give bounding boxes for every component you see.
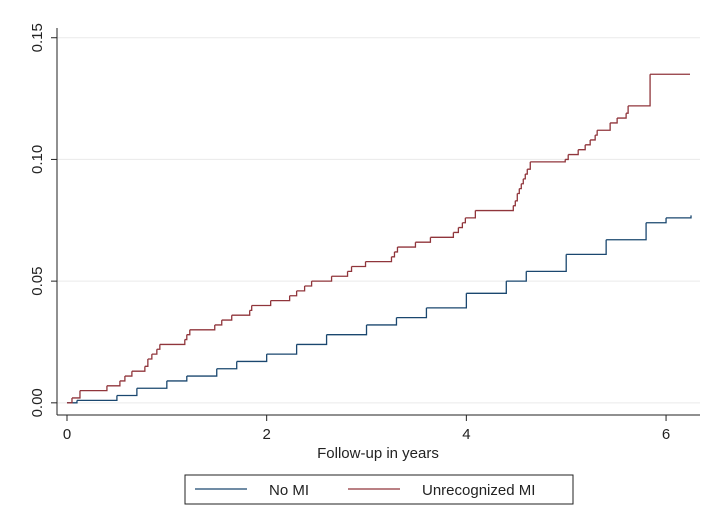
- step-segment: [347, 266, 353, 273]
- step-segment: [106, 380, 121, 387]
- step-segment: [326, 324, 368, 336]
- step-segment: [366, 317, 398, 326]
- step-segment: [166, 376, 188, 382]
- step-segment: [617, 113, 627, 119]
- step-segment: [236, 354, 268, 363]
- step-segment: [136, 380, 168, 389]
- step-segment: [530, 159, 566, 163]
- step-segment: [266, 344, 298, 355]
- step-segment: [397, 242, 417, 248]
- step-segment: [565, 154, 569, 161]
- step-segment: [568, 149, 579, 156]
- step-segment: [462, 217, 467, 224]
- step-segment: [147, 354, 153, 360]
- step-segment: [453, 227, 460, 234]
- step-segment: [519, 183, 522, 190]
- x-axis-label: Follow-up in years: [317, 445, 439, 462]
- step-segment: [151, 349, 158, 355]
- step-segment: [527, 161, 531, 170]
- step-segment: [351, 261, 367, 268]
- step-segment: [590, 135, 596, 141]
- step-segment: [331, 271, 349, 277]
- step-segment: [525, 169, 528, 175]
- step-segment: [626, 105, 629, 114]
- step-segment: [76, 395, 118, 402]
- step-segment: [595, 130, 598, 136]
- step-segment: [415, 237, 432, 243]
- step-segment: [296, 286, 306, 292]
- step-segment: [71, 390, 81, 399]
- step-segment: [249, 305, 253, 311]
- step-segment: [585, 139, 591, 146]
- step-segment: [214, 320, 223, 326]
- step-segment: [296, 334, 328, 346]
- step-segment: [116, 388, 138, 397]
- step-segment: [521, 178, 524, 185]
- step-segment: [131, 366, 146, 372]
- step-segment: [578, 144, 586, 151]
- x-tick-label: 2: [263, 426, 271, 443]
- step-segment: [515, 193, 518, 202]
- step-segment: [189, 324, 216, 331]
- step-segment: [666, 215, 692, 219]
- step-segment: [270, 295, 291, 302]
- y-tick-label: 0.10: [29, 145, 46, 174]
- step-segment: [311, 276, 333, 282]
- step-segment: [216, 361, 238, 370]
- step-segment: [597, 122, 611, 131]
- step-segment: [186, 368, 218, 377]
- step-segment: [124, 371, 133, 377]
- step-segment: [513, 200, 516, 207]
- step-segment: [159, 339, 186, 346]
- step-segment: [304, 281, 313, 287]
- step-segment: [144, 359, 149, 367]
- step-segment: [506, 271, 527, 282]
- step-segment: [231, 310, 251, 316]
- step-segment: [184, 334, 188, 341]
- step-segment: [430, 232, 455, 238]
- step-segment: [646, 217, 667, 224]
- y-tick-label: 0.00: [29, 388, 46, 417]
- step-segment: [628, 74, 651, 107]
- step-segment: [396, 307, 428, 319]
- x-tick-label: 0: [63, 426, 71, 443]
- step-segment: [465, 210, 476, 219]
- legend-label: Unrecognized MI: [422, 482, 535, 499]
- step-segment: [458, 222, 464, 229]
- y-tick-label: 0.05: [29, 267, 46, 296]
- y-tick-label: 0.15: [29, 23, 46, 52]
- x-tick-label: 4: [462, 426, 470, 443]
- step-segment: [391, 251, 396, 258]
- step-segment: [66, 397, 73, 404]
- step-segment: [475, 205, 514, 212]
- step-segment: [610, 118, 618, 124]
- step-segment: [526, 254, 567, 273]
- step-segment: [289, 290, 298, 297]
- step-segment: [566, 239, 607, 256]
- step-segment: [517, 188, 520, 195]
- step-segment: [523, 174, 526, 180]
- step-segment: [426, 293, 468, 309]
- legend-label: No MI: [269, 482, 309, 499]
- step-segment: [156, 344, 161, 350]
- step-segment: [221, 315, 233, 321]
- step-segment: [79, 385, 108, 392]
- x-tick-label: 6: [662, 426, 670, 443]
- step-segment: [119, 376, 126, 382]
- step-segment: [606, 222, 647, 241]
- step-segment: [466, 281, 507, 294]
- step-segment: [186, 329, 191, 336]
- step-segment: [251, 300, 272, 307]
- step-segment: [365, 256, 393, 263]
- step-segment: [394, 247, 399, 253]
